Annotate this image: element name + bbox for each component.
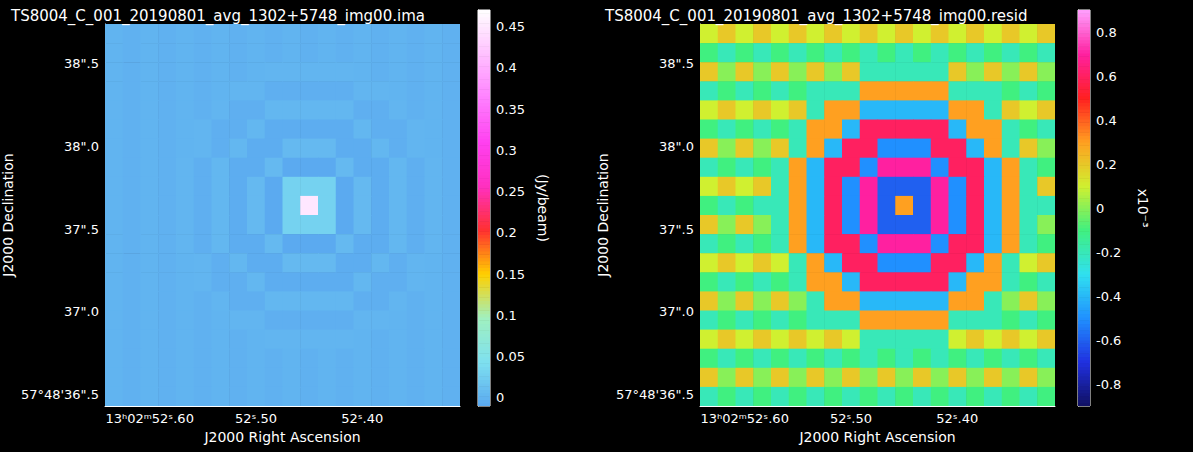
svg-text:37".5: 37".5 bbox=[659, 222, 694, 237]
svg-text:J2000 Declination: J2000 Declination bbox=[595, 153, 611, 277]
svg-text:J2000 Right Ascension: J2000 Right Ascension bbox=[798, 429, 955, 445]
svg-text:13ʰ02ᵐ52ˢ.60: 13ʰ02ᵐ52ˢ.60 bbox=[105, 411, 194, 426]
svg-text:0.15: 0.15 bbox=[496, 267, 525, 282]
svg-text:-0.2: -0.2 bbox=[1096, 245, 1121, 260]
svg-text:57°48'36".5: 57°48'36".5 bbox=[21, 387, 99, 402]
svg-text:0.2: 0.2 bbox=[496, 225, 517, 240]
svg-text:0.4: 0.4 bbox=[496, 60, 517, 75]
svg-text:52ˢ.50: 52ˢ.50 bbox=[235, 411, 277, 426]
svg-text:TS8004_C_001_20190801_avg_1302: TS8004_C_001_20190801_avg_1302+5748_img0… bbox=[10, 7, 425, 26]
svg-text:-0.4: -0.4 bbox=[1096, 289, 1121, 304]
svg-text:0.8: 0.8 bbox=[1096, 25, 1117, 40]
svg-text:37".0: 37".0 bbox=[64, 304, 99, 319]
svg-text:0.05: 0.05 bbox=[496, 349, 525, 364]
svg-text:-0.6: -0.6 bbox=[1096, 333, 1121, 348]
svg-text:38".0: 38".0 bbox=[64, 139, 99, 154]
svg-text:0.6: 0.6 bbox=[1096, 69, 1117, 84]
svg-text:J2000 Right Ascension: J2000 Right Ascension bbox=[203, 429, 360, 445]
svg-text:37".5: 37".5 bbox=[64, 222, 99, 237]
svg-text:52ˢ.50: 52ˢ.50 bbox=[830, 411, 872, 426]
svg-text:0.4: 0.4 bbox=[1096, 113, 1117, 128]
svg-text:38".5: 38".5 bbox=[64, 56, 99, 71]
svg-text:J2000 Declination: J2000 Declination bbox=[0, 153, 16, 277]
svg-text:0.45: 0.45 bbox=[496, 19, 525, 34]
svg-text:-0.8: -0.8 bbox=[1096, 377, 1121, 392]
svg-text:0.2: 0.2 bbox=[1096, 157, 1117, 172]
svg-text:52ˢ.40: 52ˢ.40 bbox=[936, 411, 978, 426]
svg-text:0.35: 0.35 bbox=[496, 102, 525, 117]
svg-text:x10⁻³: x10⁻³ bbox=[1135, 188, 1151, 227]
svg-text:37".0: 37".0 bbox=[659, 304, 694, 319]
svg-text:(Jy/beam): (Jy/beam) bbox=[535, 174, 551, 242]
svg-text:57°48'36".5: 57°48'36".5 bbox=[616, 387, 694, 402]
svg-text:0: 0 bbox=[1096, 201, 1104, 216]
svg-text:13ʰ02ᵐ52ˢ.60: 13ʰ02ᵐ52ˢ.60 bbox=[700, 411, 789, 426]
svg-text:52ˢ.40: 52ˢ.40 bbox=[341, 411, 383, 426]
svg-text:38".5: 38".5 bbox=[659, 56, 694, 71]
svg-text:0.3: 0.3 bbox=[496, 143, 517, 158]
svg-text:TS8004_C_001_20190801_avg_1302: TS8004_C_001_20190801_avg_1302+5748_img0… bbox=[604, 7, 1028, 26]
svg-text:38".0: 38".0 bbox=[659, 139, 694, 154]
svg-text:0.1: 0.1 bbox=[496, 308, 517, 323]
svg-text:0: 0 bbox=[496, 390, 504, 405]
svg-text:0.25: 0.25 bbox=[496, 184, 525, 199]
